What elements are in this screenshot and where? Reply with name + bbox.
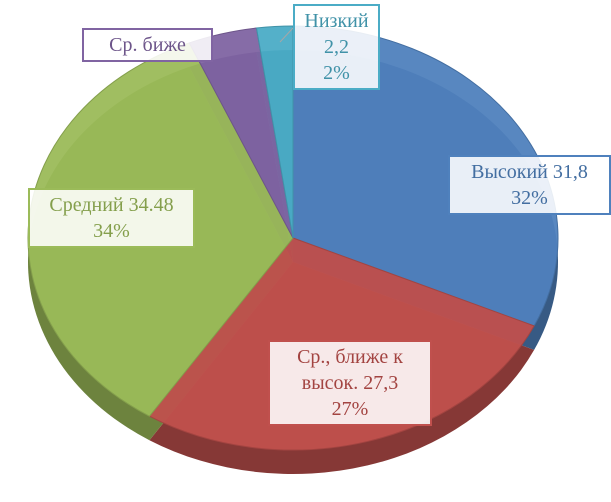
label-text: 34.48 — [128, 194, 174, 216]
data-label: Средний 34.48 34% — [28, 188, 195, 248]
label-text: Высокий — [471, 161, 548, 183]
data-label: Ср. биже — [82, 28, 213, 62]
label-text: 31,8 — [552, 161, 588, 183]
leader-line — [279, 27, 294, 43]
label-text: 32% — [511, 187, 548, 209]
data-label: Низкий 2,2 2% — [293, 4, 380, 90]
label-text: Низкий — [304, 10, 369, 32]
data-label: Высокий 31,8 32% — [448, 155, 611, 215]
slice — [255, 25, 294, 239]
label-text: 34% — [93, 220, 130, 242]
label-text: Ср., ближе к высок. — [297, 346, 403, 394]
label-text: 2% — [323, 62, 350, 84]
label-text: 2,2 — [324, 36, 349, 58]
label-text: 27,3 — [363, 372, 399, 394]
slices — [27, 25, 559, 474]
label-text: Средний — [49, 194, 124, 216]
data-label: Ср., ближе к высок. 27,3 27% — [268, 340, 432, 426]
label-text: Ср. биже — [109, 34, 186, 56]
label-text: 27% — [331, 398, 369, 420]
